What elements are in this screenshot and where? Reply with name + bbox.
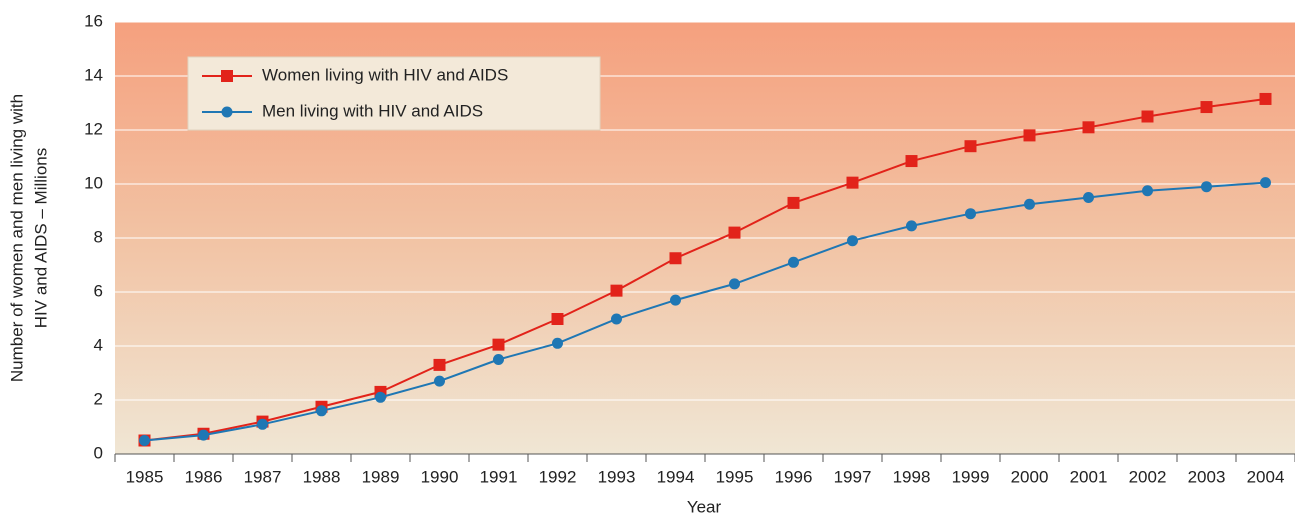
- marker: [728, 226, 741, 239]
- x-tick-label: 1991: [480, 467, 518, 486]
- marker: [669, 252, 682, 265]
- x-tick-label: 1987: [244, 467, 282, 486]
- marker: [316, 405, 327, 417]
- marker: [551, 313, 564, 325]
- marker: [905, 155, 918, 168]
- series-line: [144, 181, 1266, 442]
- marker: [433, 358, 446, 371]
- marker: [434, 375, 445, 387]
- x-tick-label: 2002: [1129, 467, 1167, 486]
- marker: [670, 294, 681, 306]
- marker: [1023, 129, 1036, 142]
- legend-marker: [221, 106, 233, 118]
- x-tick-label: 1996: [775, 467, 813, 486]
- legend-label: Women living with HIV and AIDS: [262, 65, 508, 84]
- y-tick-label: 12: [84, 119, 103, 138]
- x-axis-label: Year: [687, 497, 722, 516]
- y-tick-label: 0: [94, 443, 103, 462]
- marker: [611, 313, 622, 325]
- legend-box: [187, 56, 601, 131]
- y-tick-label: 6: [94, 281, 103, 300]
- x-tick-label: 1986: [185, 467, 223, 486]
- y-tick-label: 4: [94, 335, 103, 354]
- y-tick-label: 14: [84, 65, 103, 84]
- marker: [492, 338, 505, 351]
- marker: [787, 196, 800, 209]
- x-tick-label: 1990: [421, 467, 459, 486]
- y-tick-label: 2: [94, 389, 103, 408]
- x-tick-label: 1995: [716, 467, 754, 486]
- x-tick-label: 1988: [303, 467, 341, 486]
- y-axis-label: HIV and AIDS – Millions: [31, 148, 50, 328]
- marker: [1024, 198, 1035, 210]
- marker: [375, 391, 386, 403]
- x-tick-label: 1993: [598, 467, 636, 486]
- marker: [1082, 121, 1095, 134]
- y-tick-label: 16: [84, 11, 103, 30]
- marker: [198, 429, 209, 441]
- marker: [729, 278, 740, 290]
- legend-label: Men living with HIV and AIDS: [262, 101, 483, 120]
- marker: [1141, 110, 1154, 123]
- x-tick-label: 1985: [126, 467, 164, 486]
- x-tick-label: 1999: [952, 467, 990, 486]
- marker: [552, 337, 563, 349]
- marker: [846, 176, 859, 189]
- marker: [1259, 92, 1272, 105]
- x-tick-label: 2001: [1070, 467, 1108, 486]
- marker: [1083, 192, 1094, 203]
- x-tick-label: 2000: [1011, 467, 1049, 486]
- y-tick-label: 10: [84, 173, 103, 192]
- y-tick-label: 8: [94, 227, 103, 246]
- marker: [965, 208, 976, 220]
- marker: [964, 140, 977, 153]
- marker: [257, 418, 268, 430]
- x-tick-label: 1997: [834, 467, 872, 486]
- x-tick-label: 2004: [1247, 467, 1285, 486]
- x-tick-label: 2003: [1188, 467, 1226, 486]
- x-tick-label: 1989: [362, 467, 400, 486]
- marker: [610, 284, 623, 297]
- marker: [847, 235, 858, 247]
- legend-marker: [221, 70, 233, 82]
- marker: [493, 354, 504, 365]
- marker: [1201, 181, 1212, 193]
- y-axis-label: Number of women and men living with: [7, 94, 26, 382]
- marker: [906, 220, 917, 232]
- marker: [788, 256, 799, 268]
- marker: [139, 435, 150, 446]
- marker: [1260, 177, 1271, 189]
- x-tick-label: 1994: [657, 467, 695, 486]
- x-tick-label: 1992: [539, 467, 577, 486]
- marker: [1142, 185, 1153, 197]
- series-line: [144, 97, 1266, 442]
- marker: [1200, 101, 1213, 114]
- x-tick-label: 1998: [893, 467, 931, 486]
